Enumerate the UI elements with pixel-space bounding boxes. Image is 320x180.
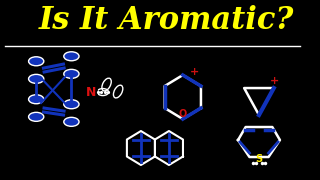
Text: N: N <box>86 86 97 98</box>
Ellipse shape <box>64 117 79 126</box>
Text: S: S <box>255 154 262 164</box>
Text: +: + <box>190 67 199 77</box>
Text: O: O <box>179 109 187 119</box>
Ellipse shape <box>28 112 44 121</box>
Ellipse shape <box>28 95 44 104</box>
Ellipse shape <box>64 52 79 61</box>
Ellipse shape <box>64 100 79 109</box>
Ellipse shape <box>28 74 44 83</box>
Text: +: + <box>269 76 279 86</box>
Text: Is It Aromatic?: Is It Aromatic? <box>39 4 294 36</box>
Ellipse shape <box>64 69 79 78</box>
Ellipse shape <box>28 57 44 66</box>
